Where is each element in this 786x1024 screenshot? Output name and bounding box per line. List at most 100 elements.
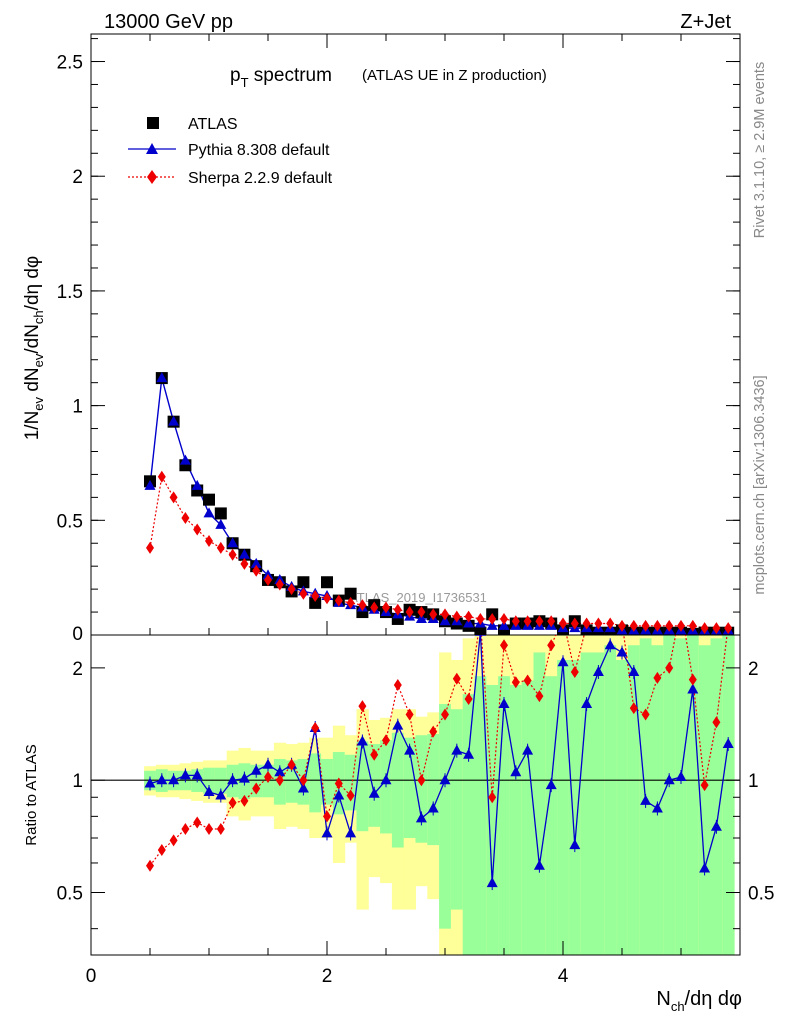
sherpa-point <box>511 615 520 628</box>
ratio-sherpa-point <box>653 671 662 684</box>
pythia-point <box>215 518 227 529</box>
sherpa-point <box>382 601 390 614</box>
ratio-y-tick-label-right: 2 <box>748 659 759 680</box>
ratio-sherpa-point <box>169 834 178 847</box>
ratio-sherpa-point <box>417 774 426 787</box>
atlas-point <box>203 493 215 506</box>
sherpa-point <box>570 617 579 630</box>
sherpa-point <box>264 573 272 586</box>
ratio-sherpa-point <box>535 690 544 703</box>
ratio-sherpa-point <box>523 674 532 687</box>
ratio-pythia-point <box>486 877 498 888</box>
legend-pythia-label: Pythia 8.308 default <box>188 142 330 159</box>
pythia-point <box>238 548 250 559</box>
sherpa-point <box>452 610 461 623</box>
band-green-bin <box>356 741 369 832</box>
ratio-sherpa-point <box>382 734 390 747</box>
band-green-bin <box>722 635 735 955</box>
ratio-pythia-point <box>238 772 250 783</box>
sherpa-point <box>559 617 567 630</box>
band-green-bin <box>368 744 381 827</box>
ratio-sherpa-point <box>677 602 685 614</box>
band-green-bin <box>592 652 605 955</box>
ratio-y-tick-label-right: 1 <box>748 771 759 792</box>
sherpa-point <box>346 596 355 609</box>
ratio-pythia-point <box>321 827 333 838</box>
ratio-sherpa-point <box>488 791 497 804</box>
ratio-pythia-point <box>498 698 510 709</box>
band-green-bin <box>616 659 629 955</box>
band-green-bin <box>710 638 723 955</box>
sherpa-point <box>724 622 733 635</box>
ratio-sherpa-point <box>275 774 284 787</box>
main-y-zero-label: 0 <box>72 624 83 645</box>
band-green-bin <box>462 694 475 955</box>
atlas-point <box>309 596 322 609</box>
atlas-point <box>474 626 487 635</box>
ratio-pythia-point <box>439 774 451 785</box>
pythia-point <box>227 537 239 548</box>
ratio-pythia-point <box>333 789 345 800</box>
legend-atlas-marker <box>147 117 159 129</box>
ratio-sherpa-point <box>216 822 225 835</box>
ratio-y-tick-label: 0.5 <box>57 884 83 905</box>
sherpa-point <box>429 608 438 621</box>
legend-sherpa-label: Sherpa 2.2.9 default <box>188 170 333 187</box>
ratio-pythia-point <box>545 779 557 790</box>
ratio-pythia-point <box>427 802 439 813</box>
header-process: Z+Jet <box>680 11 731 33</box>
band-green-bin <box>604 645 617 955</box>
ratio-sherpa-point <box>547 639 556 652</box>
ratio-uncertainty-bands <box>144 635 735 955</box>
main-y-tick-label: 1.5 <box>57 282 83 303</box>
atlas-point <box>214 507 227 520</box>
band-green-bin <box>498 676 511 955</box>
band-green-bin <box>391 732 405 848</box>
ratio-panel-axes: 0.5 0.5 1 1 2 2 0 2 4 <box>57 634 774 987</box>
ratio-pythia-point <box>522 744 534 755</box>
sherpa-point <box>464 610 473 623</box>
ratio-sherpa-point <box>370 748 379 761</box>
main-y-tick-label: 1 <box>72 397 83 418</box>
sherpa-point <box>334 594 343 607</box>
ratio-pythia-point <box>592 665 604 676</box>
ratio-pythia-point <box>179 769 191 780</box>
band-green-bin <box>509 684 523 955</box>
sherpa-point <box>500 612 508 625</box>
sherpa-point <box>688 619 697 632</box>
band-green-bin <box>568 659 582 955</box>
pythia-point <box>250 557 262 568</box>
band-green-bin <box>439 704 452 929</box>
ratio-pythia-point <box>380 774 392 785</box>
ratio-sherpa-point <box>429 725 438 738</box>
band-green-bin <box>533 652 546 955</box>
analysis-watermark: ATLAS_2019_I1736531 <box>349 590 487 605</box>
ratio-sherpa-point <box>665 661 674 674</box>
band-green-bin <box>663 635 676 955</box>
sherpa-point <box>547 615 556 628</box>
sherpa-point <box>641 619 650 632</box>
sherpa-point <box>205 534 213 547</box>
ratio-sherpa-point <box>712 716 721 729</box>
pythia-point <box>156 372 168 383</box>
atlas-point <box>321 576 333 589</box>
sherpa-point <box>405 606 414 619</box>
pythia-point <box>203 507 215 518</box>
pythia-point <box>144 479 156 490</box>
main-panel-axes: 0.5 1 1.5 2 2.5 0 <box>57 33 741 645</box>
ratio-pythia-point <box>510 766 522 777</box>
pythia-point <box>179 454 191 465</box>
sherpa-point <box>594 617 603 630</box>
ratio-y-tick-label: 2 <box>72 659 83 680</box>
ratio-pythia-point <box>628 665 640 676</box>
pythia-point <box>191 479 203 490</box>
band-green-bin <box>521 680 534 955</box>
sherpa-point <box>228 548 237 561</box>
ratio-pythia-point <box>463 748 475 759</box>
ratio-pythia-point <box>604 639 616 650</box>
ratio-sherpa-point <box>252 782 261 795</box>
ratio-sherpa-point <box>323 810 331 823</box>
ratio-sherpa-point <box>287 758 296 771</box>
sherpa-point <box>169 491 178 504</box>
ratio-pythia-point <box>250 764 262 775</box>
